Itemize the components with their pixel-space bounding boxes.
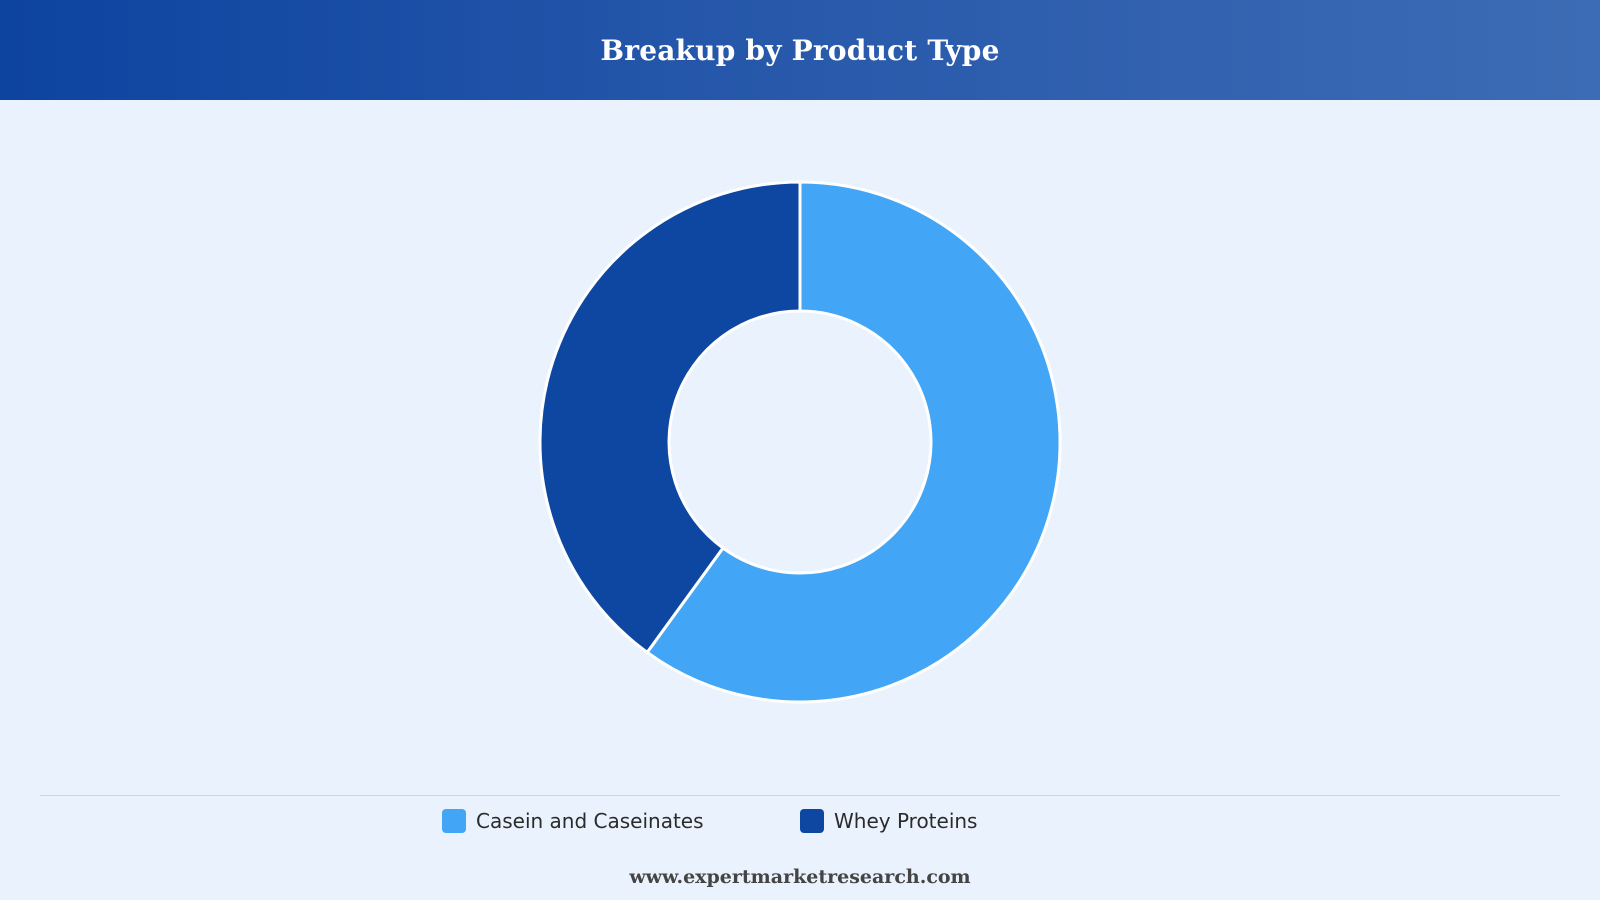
legend-label-casein: Casein and Caseinates	[476, 809, 704, 833]
source-footer: www.expertmarketresearch.com	[629, 866, 971, 888]
legend-item-casein[interactable]: Casein and Caseinates	[442, 806, 704, 836]
donut-chart	[538, 180, 1062, 704]
donut-slice-whey-proteins[interactable]	[538, 180, 802, 655]
donut-slice-casein-and-caseinates[interactable]	[645, 180, 1062, 704]
legend-swatch-casein	[442, 809, 466, 833]
legend-swatch-whey	[800, 809, 824, 833]
legend-divider	[40, 795, 1560, 796]
chart-header: Breakup by Product Type	[0, 0, 1600, 100]
chart-area	[0, 100, 1600, 790]
chart-legend: Casein and Caseinates Whey Proteins	[0, 806, 1600, 836]
legend-label-whey: Whey Proteins	[834, 809, 978, 833]
legend-item-whey[interactable]: Whey Proteins	[800, 806, 977, 836]
chart-title: Breakup by Product Type	[600, 33, 1000, 67]
